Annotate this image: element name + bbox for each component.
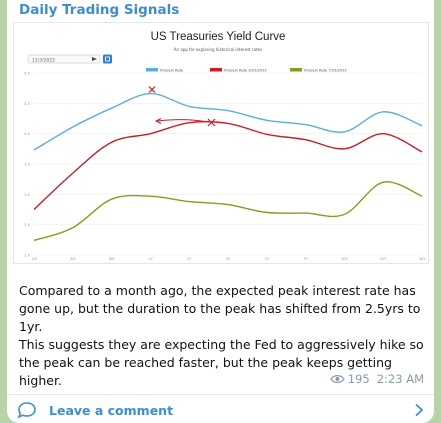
view-count: 195 [347,372,370,386]
series-line [33,120,423,211]
x-tick-label: 5Y [265,257,270,261]
message-meta: 195 2:23 AM [330,372,424,386]
x-tick-label: 2Y [187,257,192,261]
y-tick-label: 4.5 [24,102,30,106]
divider [7,394,434,395]
chart-grid [34,72,422,256]
legend-swatch [290,68,302,72]
y-tick-label: 4.0 [24,132,30,136]
message-bubble: Daily Trading Signals US Treasuries Yiel… [7,0,434,423]
legend-label: Interest Rate 9/29/2022 [224,68,267,72]
x-tick-label: 20Y [380,257,388,261]
series-line [33,92,423,151]
message-paragraph-2: This suggests they are expecting the Fed… [19,337,424,388]
channel-name[interactable]: Daily Trading Signals [19,2,180,18]
series-line [33,181,423,242]
speech-bubble-icon [17,402,36,419]
x-tick-label: 6M [109,257,114,261]
x-tick-label: 3M [70,257,75,261]
eye-icon [330,375,345,383]
arrow-right-icon[interactable] [92,57,97,61]
chart-legend: Interest Rate Interest Rate 9/29/2022 Inte… [146,68,347,72]
x-tick-label: 10Y [341,257,349,261]
y-tick-label: 2.0 [24,254,30,258]
legend-label: Interest Rate 7/29/2022 [304,68,347,72]
legend-swatch [146,68,158,72]
chart-title: US Treasuries Yield Curve [151,31,286,43]
y-axis: 2.0 2.5 3.0 3.5 4.0 4.5 5.0 [24,72,30,258]
chevron-right-icon [415,403,424,417]
x-tick-label: 1M [31,257,36,261]
y-tick-label: 5.0 [24,72,30,76]
x-tick-label: 3Y [226,257,231,261]
leave-comment-label: Leave a comment [49,403,174,418]
x-tick-label: 1Y [148,257,153,261]
legend-swatch [210,68,222,72]
x-tick-label: 30Y [419,257,427,261]
chart-image[interactable]: US Treasuries Yield Curve An app for exp… [13,22,429,264]
chart-series [33,92,423,242]
leave-comment-button[interactable]: Leave a comment [7,395,434,423]
legend-label: Interest Rate [160,68,184,72]
message-paragraph-1: Compared to a month ago, the expected pe… [19,283,421,334]
date-input[interactable] [27,54,101,64]
date-input-value: 11/3/2022 [32,57,55,63]
annotation-marks [148,86,216,127]
y-tick-label: 2.5 [24,223,30,227]
calendar-icon [105,56,110,62]
chart-subtitle: An app for exploring historical interest… [174,47,262,52]
y-tick-label: 3.0 [24,193,30,197]
x-tick-label: 7Y [303,257,308,261]
x-axis: 1M 3M 6M 1Y 2Y 3Y 5Y 7Y 10Y 20Y 30Y [31,257,426,261]
calendar-button[interactable] [103,54,112,64]
yield-curve-chart: US Treasuries Yield Curve An app for exp… [24,31,426,261]
message-time: 2:23 AM [376,372,424,386]
y-tick-label: 3.5 [24,163,30,167]
